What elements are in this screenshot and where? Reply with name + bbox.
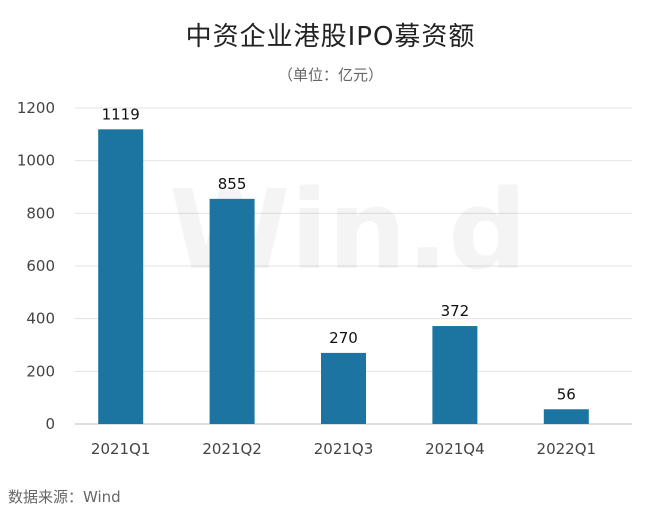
chart-title: 中资企业港股IPO募资额 [185, 22, 476, 52]
data-label: 270 [329, 329, 358, 347]
y-tick-label: 0 [45, 415, 55, 433]
bar [98, 129, 144, 424]
bar [432, 326, 478, 424]
data-label: 855 [218, 175, 247, 193]
y-tick-label: 200 [26, 362, 55, 380]
source-note: 数据来源：Wind [8, 488, 121, 506]
x-tick-label: 2021Q1 [91, 440, 151, 458]
y-tick-label: 1000 [17, 152, 55, 170]
y-tick-label: 400 [26, 310, 55, 328]
x-tick-label: 2021Q3 [314, 440, 374, 458]
y-tick-label: 600 [26, 257, 55, 275]
x-tick-label: 2022Q1 [537, 440, 597, 458]
chart-subtitle: （单位：亿元） [277, 66, 383, 84]
bar [321, 352, 366, 424]
bar [543, 409, 589, 424]
bar [209, 198, 255, 424]
y-tick-label: 800 [26, 204, 55, 222]
x-tick-label: 2021Q4 [425, 440, 485, 458]
x-tick-label: 2021Q2 [202, 440, 262, 458]
data-label: 1119 [102, 105, 140, 123]
data-label: 372 [441, 302, 470, 320]
data-label: 56 [557, 385, 576, 403]
y-tick-label: 1200 [17, 99, 55, 117]
